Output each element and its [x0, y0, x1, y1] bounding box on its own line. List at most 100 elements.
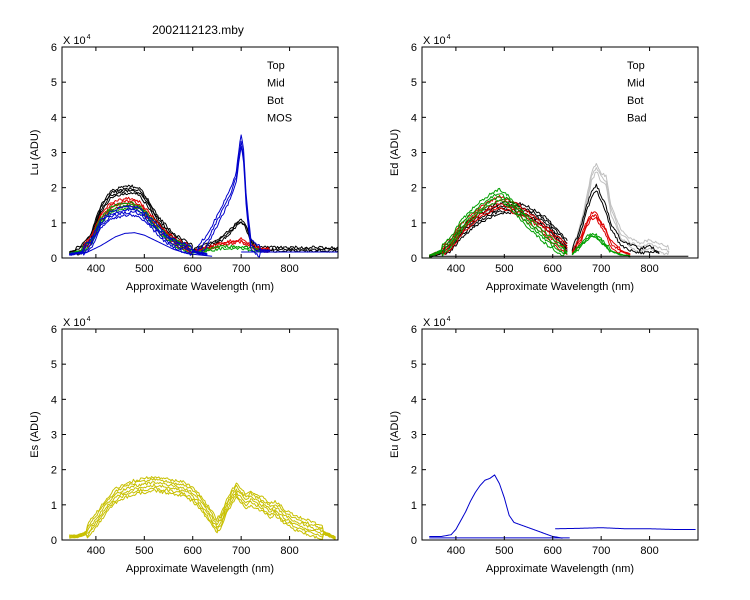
lu-legend-mos: MOS — [267, 113, 292, 125]
ed-y-tick-label: 1 — [411, 218, 417, 230]
es-y-multiplier-exponent: 4 — [87, 316, 91, 323]
es-y-tick-label: 2 — [51, 465, 57, 477]
lu-x-tick-label: 600 — [184, 263, 202, 275]
eu-y-multiplier: X 10 — [423, 317, 446, 329]
lu-x-tick-label: 400 — [87, 263, 105, 275]
lu-series-mos-line — [197, 134, 271, 251]
es-y-multiplier: X 10 — [63, 317, 86, 329]
eu-y-tick-label: 1 — [411, 500, 417, 512]
es-x-tick-label: 700 — [232, 545, 250, 557]
es-y-tick-label: 0 — [51, 535, 57, 547]
ed-series-mid-line — [429, 206, 568, 258]
es-series-es-line — [216, 491, 336, 539]
lu-y-tick-label: 4 — [51, 112, 57, 124]
lu-series-top-line — [68, 184, 194, 253]
lu-legend-mid: Mid — [267, 78, 285, 90]
es-series-es-line — [216, 496, 336, 540]
eu-y-tick-label: 2 — [411, 465, 417, 477]
lu-series-mos-line — [197, 140, 271, 252]
es-x-tick-label: 500 — [135, 545, 153, 557]
ed-series-mid-line — [571, 211, 631, 255]
ed-series-mid-line — [571, 213, 631, 255]
lu-x-tick-label: 800 — [280, 263, 298, 275]
es-x-tick-label: 600 — [184, 545, 202, 557]
eu-y-tick-label: 0 — [411, 535, 417, 547]
lu-y-tick-label: 1 — [51, 218, 57, 230]
lu-y-axis-label: Lu (ADU) — [29, 130, 41, 176]
ed-y-tick-label: 6 — [411, 42, 417, 54]
lu-series-mos-line — [69, 210, 208, 256]
eu-y-tick-label: 4 — [411, 394, 417, 406]
eu-y-tick-label: 3 — [411, 430, 417, 442]
ed-legend-bot: Bot — [627, 95, 644, 107]
es-series-es-line — [216, 484, 336, 538]
eu-x-tick-label: 800 — [640, 545, 658, 557]
eu-x-tick-label: 700 — [592, 545, 610, 557]
lu-y-tick-label: 5 — [51, 77, 57, 89]
es-y-tick-label: 5 — [51, 359, 57, 371]
eu-x-axis-label: Approximate Wavelength (nm) — [486, 563, 634, 575]
lu-series-bot-line — [192, 244, 261, 254]
es-series-es-line — [216, 493, 336, 540]
lu-y-tick-label: 2 — [51, 183, 57, 195]
lu-legend-bot: Bot — [267, 95, 284, 107]
ed-y-tick-label: 0 — [411, 253, 417, 265]
es-y-tick-label: 3 — [51, 430, 57, 442]
eu-y-multiplier-exponent: 4 — [447, 316, 451, 323]
lu-y-multiplier: X 10 — [63, 35, 86, 47]
es-series-es-line — [69, 476, 218, 536]
es-series-es-line — [216, 482, 336, 538]
ed-series-bot-line — [429, 187, 568, 256]
ed-series-bot-line — [429, 199, 568, 258]
es-series-es-line — [69, 489, 218, 539]
ed-y-tick-label: 4 — [411, 112, 417, 124]
lu-series-top-line — [192, 218, 338, 251]
eu-y-tick-label: 6 — [411, 324, 417, 336]
es-x-tick-label: 400 — [87, 545, 105, 557]
es-y-tick-label: 6 — [51, 324, 57, 336]
es-series-es-line — [216, 488, 336, 539]
ed-series-bot-line — [428, 195, 568, 258]
figure-title: 2002112123.mby — [152, 23, 244, 37]
lu-y-tick-label: 6 — [51, 42, 57, 54]
eu-y-axis-label: Eu (ADU) — [389, 411, 401, 458]
ed-series-bot-line — [429, 193, 568, 257]
ed-x-axis-label: Approximate Wavelength (nm) — [486, 281, 634, 293]
lu-x-tick-label: 700 — [232, 263, 250, 275]
lu-x-axis-label: Approximate Wavelength (nm) — [126, 281, 274, 293]
ed-y-multiplier-exponent: 4 — [447, 34, 451, 41]
ed-legend-top: Top — [627, 60, 645, 72]
ed-series-group — [428, 163, 689, 258]
es-x-axis-label: Approximate Wavelength (nm) — [126, 563, 274, 575]
lu-series-mid-line — [69, 196, 194, 254]
es-series-es-line — [69, 486, 218, 539]
ed-y-tick-label: 5 — [411, 77, 417, 89]
ed-legend-bad: Bad — [627, 113, 647, 125]
ed-x-tick-label: 600 — [544, 263, 562, 275]
lu-y-tick-label: 0 — [51, 253, 57, 265]
lu-series-mos-line — [69, 207, 208, 255]
lu-legend-top: Top — [267, 60, 285, 72]
ed-series-mid-line — [429, 203, 568, 257]
ed-series-bad-line — [571, 163, 670, 251]
ed-x-tick-label: 700 — [592, 263, 610, 275]
lu-x-tick-label: 500 — [135, 263, 153, 275]
eu-x-tick-label: 400 — [447, 545, 465, 557]
lu-series-mid-line — [192, 237, 271, 252]
eu-series-eu-line — [429, 474, 563, 539]
lu-series-mos-line — [69, 205, 208, 255]
es-y-axis-label: Es (ADU) — [29, 411, 41, 457]
es-series-es-line — [69, 481, 218, 538]
ed-x-tick-label: 400 — [447, 263, 465, 275]
ed-series-bad-line — [571, 167, 670, 253]
es-series-group — [69, 476, 336, 540]
es-series-es-line — [69, 483, 218, 538]
ed-x-tick-label: 800 — [640, 263, 658, 275]
eu-series-eu-line — [555, 527, 696, 530]
